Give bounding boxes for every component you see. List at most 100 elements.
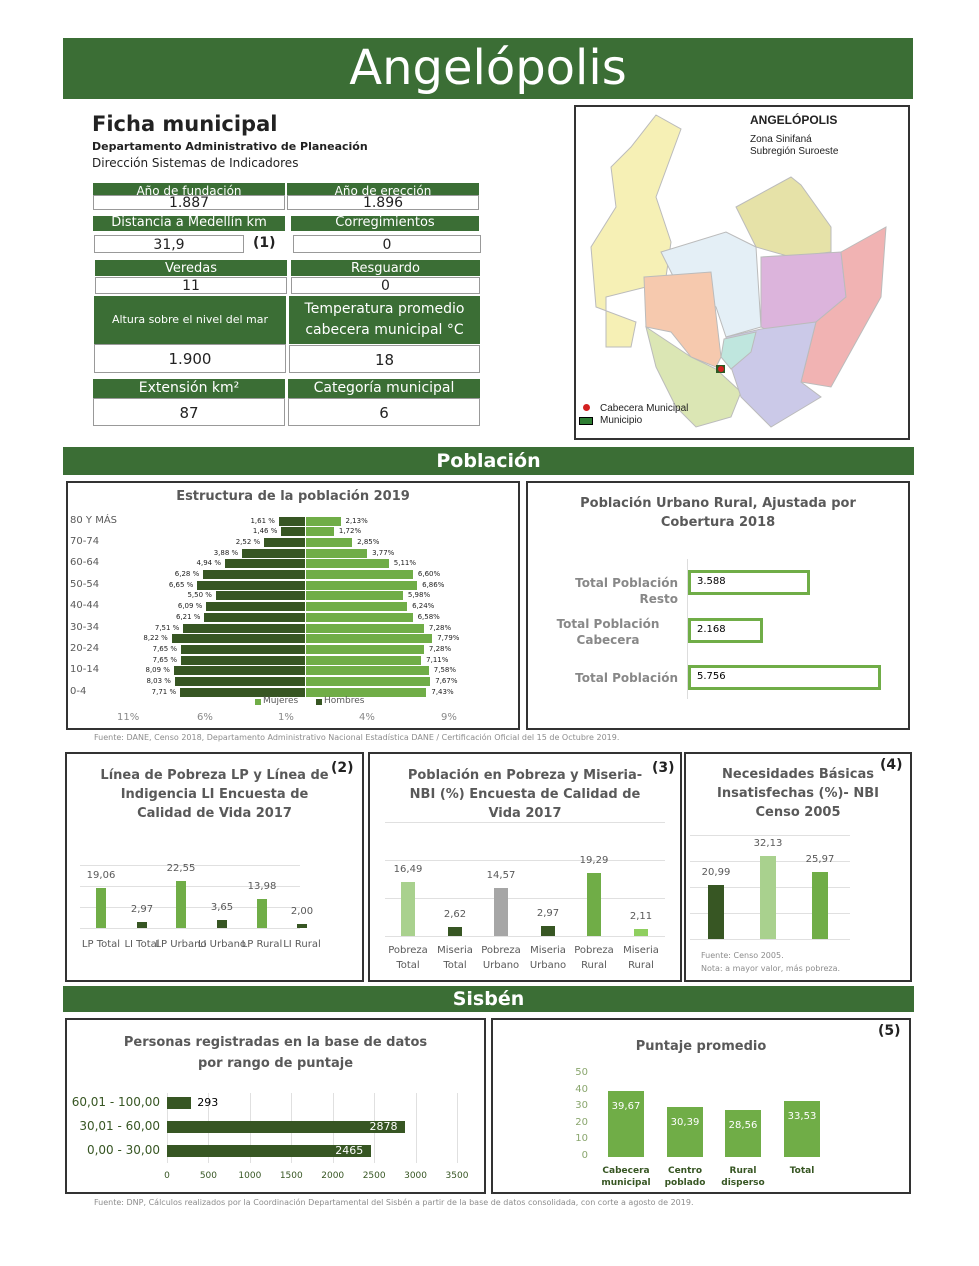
label-mujeres: 3,77%: [372, 548, 395, 557]
category-label: 30,01 - 60,00: [79, 1119, 160, 1133]
bar-mujeres: [306, 687, 427, 697]
sisben-rango-title: Personas registradas en la base de datos…: [123, 1035, 428, 1071]
label-hombres: 7,71 %: [151, 687, 177, 696]
bar: [167, 1121, 406, 1133]
puntaje-chart: Puntaje promedio (5) 50 40 30 20 10 0 39,67 Cab…: [491, 1018, 911, 1194]
x-tick: 11%: [117, 712, 140, 723]
bar-mujeres: [306, 602, 408, 612]
map-title: ANGELÓPOLIS: [750, 113, 838, 127]
bar-hombres: [173, 666, 305, 676]
bar-poblacion: [688, 665, 882, 690]
category-label: LP Urbano: [155, 939, 207, 950]
age-label: 60-64: [70, 557, 100, 569]
label-mujeres: 5,11%: [393, 559, 417, 568]
legend-hombres-swatch: [316, 699, 322, 705]
note-3: (3): [652, 760, 675, 776]
label-hombres: 5,50 %: [187, 591, 212, 600]
label-hombres: 6,65 %: [168, 580, 194, 589]
ficha-dept: Departamento Administrativo de Planeació…: [92, 140, 368, 153]
bar-mujeres: [306, 580, 418, 590]
x-tick: 2500: [362, 1171, 386, 1181]
y-tick: 40: [575, 1083, 588, 1095]
value-corregimientos: 0: [293, 235, 481, 253]
gridline: [385, 860, 665, 861]
bar-hombres: [264, 537, 305, 547]
nbi-2017-title: Población en Pobreza y Miseria-NBI (%) E…: [407, 768, 643, 821]
bar: [812, 871, 828, 939]
y-tick: 10: [575, 1133, 588, 1145]
bar-hombres: [203, 570, 305, 579]
bar-hombres: [181, 644, 305, 654]
label-mujeres: 2,13%: [345, 516, 368, 525]
bar-value: 22,55: [166, 862, 196, 874]
label-hombres: 8,09 %: [145, 666, 170, 675]
bar-value: 19,06: [86, 869, 116, 881]
bar-hombres: [183, 623, 305, 633]
bar-hombres: [215, 591, 305, 601]
label-mujeres: 7,67%: [435, 677, 458, 685]
bar-mujeres: [306, 548, 368, 558]
label-distancia: Distancia a Medellín km: [93, 216, 285, 231]
label-altura: Altura sobre el nivel del mar: [94, 296, 286, 344]
category-label: Cabecera municipal: [601, 1166, 651, 1188]
bar: [137, 921, 147, 928]
label-fundacion: Año de fundación: [93, 183, 285, 195]
bar-mujeres: [306, 634, 433, 644]
y-tick: 20: [575, 1116, 588, 1128]
gridline: [415, 1093, 417, 1163]
bar-value: 2465: [335, 1144, 364, 1157]
label-hombres: 6,09 %: [177, 602, 203, 611]
age-label: 40-44: [70, 600, 100, 612]
label-mujeres: 7,28%: [428, 623, 452, 632]
category-label: Miseria Urbano: [529, 945, 567, 971]
bar: [448, 927, 462, 936]
label-mujeres: 7,79%: [437, 634, 460, 643]
bar-value: 2,62: [443, 909, 467, 921]
category-label: Total Población Resto: [575, 576, 678, 606]
bar: [708, 884, 724, 939]
value-ereccion: 1.896: [287, 195, 479, 210]
label-hombres: 8,22 %: [143, 634, 168, 643]
category-label: Pobreza Urbano: [481, 945, 521, 971]
y-tick: 30: [575, 1100, 588, 1112]
bar-value: 3,65: [210, 902, 234, 914]
lp-li-chart: Línea de Pobreza LP y Línea de Indigenci…: [65, 752, 364, 982]
antioquia-map-image: [590, 114, 887, 428]
nbi-2017-chart: Población en Pobreza y Miseria-NBI (%) E…: [368, 752, 682, 982]
category-label: 0,00 - 30,00: [86, 1143, 160, 1157]
bar-value: 2878: [369, 1120, 398, 1133]
x-tick: 1000: [238, 1171, 262, 1181]
legend-mujeres: Mujeres: [263, 696, 299, 706]
source-poblacion: Fuente: DANE, Censo 2018, Departamento A…: [94, 733, 620, 742]
x-tick: 3000: [404, 1171, 428, 1181]
bar-mujeres: [306, 527, 334, 537]
map-subregion: Subregión Suroeste: [750, 146, 839, 157]
category-label: LI Rural: [283, 939, 321, 950]
x-tick: 1500: [279, 1171, 303, 1181]
bar: [217, 920, 227, 928]
bar-value: 33,53: [787, 1111, 817, 1123]
cabecera-marker: [718, 366, 724, 372]
bar-poblacion: [688, 618, 764, 643]
category-label: LI Total: [124, 939, 160, 950]
label-corregimientos: Corregimientos: [291, 216, 479, 231]
label-mujeres: 2,85%: [357, 537, 380, 546]
green-square-icon: [579, 417, 593, 425]
y-tick: 50: [575, 1067, 588, 1078]
bar-mujeres: [306, 516, 341, 526]
label-extension: Extensión km²: [93, 379, 285, 398]
bar: [784, 1101, 820, 1157]
bar-value: 2,97: [536, 908, 560, 920]
category-label: Pobreza Rural: [574, 945, 614, 971]
value-altura: 1.900: [94, 344, 286, 373]
label-mujeres: 6,24%: [412, 602, 435, 611]
bar: [667, 1106, 703, 1157]
page-title-banner: Angelópolis: [63, 38, 913, 99]
gridline: [690, 939, 850, 940]
section-poblacion: Población: [63, 447, 914, 475]
nbi-2005-source: Fuente: Censo 2005.: [701, 951, 784, 960]
gridline: [457, 1093, 458, 1163]
bar-hombres: [278, 516, 305, 526]
bar: [167, 1145, 372, 1157]
gridline: [80, 928, 300, 929]
